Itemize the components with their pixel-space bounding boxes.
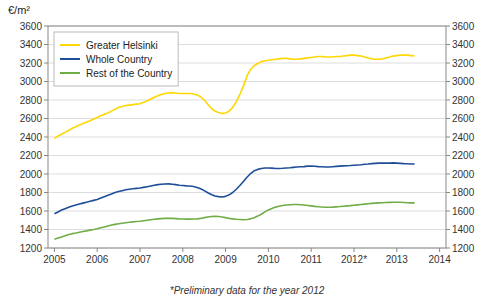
y-tick-label: 2200 <box>20 150 43 161</box>
x-tick <box>353 248 354 252</box>
y-tick-label: 1600 <box>20 206 43 217</box>
x-tick <box>311 248 312 252</box>
footnote: *Preliminary data for the year 2012 <box>170 285 325 296</box>
x-tick <box>54 248 55 252</box>
legend: Greater Helsinki Whole Country Rest of the… <box>54 32 178 86</box>
y-tick-label: 1800 <box>20 187 43 198</box>
y2-tick <box>446 229 450 230</box>
x-tick-label: 2013 <box>386 254 409 265</box>
y-tick-label: 3000 <box>20 76 43 87</box>
series-line <box>54 55 414 138</box>
y2-tick <box>446 118 450 119</box>
y2-tick-label: 2600 <box>452 113 475 124</box>
x-tick <box>225 248 226 252</box>
x-tick-label: 2008 <box>172 254 195 265</box>
legend-label: Whole Country <box>86 54 152 65</box>
x-tick-label: 2005 <box>43 254 66 265</box>
y2-tick-label: 2800 <box>452 95 475 106</box>
y2-tick <box>446 211 450 212</box>
y2-tick-label: 1800 <box>452 187 475 198</box>
y-tick <box>44 63 48 64</box>
y2-tick-label: 3400 <box>452 39 475 50</box>
y2-tick-label: 2000 <box>452 169 475 180</box>
y2-tick <box>446 81 450 82</box>
y-axis: 1200 1400 1600 1800 2000 2200 2400 2600 2800 3000… <box>20 21 48 254</box>
y2-tick <box>446 137 450 138</box>
x-tick-label: 2007 <box>129 254 152 265</box>
series-line <box>54 163 414 214</box>
x-tick-label: 2010 <box>257 254 280 265</box>
y-tick-label: 2800 <box>20 95 43 106</box>
grid-line <box>48 229 446 230</box>
grid-line <box>48 211 446 212</box>
y2-tick-label: 3600 <box>452 21 475 32</box>
y-tick <box>44 118 48 119</box>
y-tick <box>44 44 48 45</box>
legend-label: Rest of the Country <box>86 68 172 79</box>
y-tick-label: 3600 <box>20 21 43 32</box>
y-tick-label: 2000 <box>20 169 43 180</box>
grid-line <box>48 137 446 138</box>
x-axis: 2005 2006 2007 2008 2009 2010 2011 2012* 2013 201… <box>43 248 451 265</box>
y-tick-label: 3400 <box>20 39 43 50</box>
x-tick-label: 2009 <box>214 254 237 265</box>
x-tick-label: 2011 <box>300 254 322 265</box>
y-tick-label: 1200 <box>20 243 43 254</box>
y2-tick-label: 1600 <box>452 206 475 217</box>
y-tick <box>44 26 48 27</box>
y2-tick <box>446 44 450 45</box>
y2-tick <box>446 155 450 156</box>
grid-line <box>48 155 446 156</box>
plot-frame <box>48 26 446 248</box>
y-tick <box>44 248 48 249</box>
grid-line <box>48 174 446 175</box>
x-tick <box>268 248 269 252</box>
y2-tick-label: 2200 <box>452 150 475 161</box>
series-line <box>54 202 414 239</box>
x-tick-label: 2006 <box>86 254 109 265</box>
legend-swatch <box>60 72 80 74</box>
y-tick-label: 2400 <box>20 132 43 143</box>
y-tick <box>44 211 48 212</box>
y-tick <box>44 81 48 82</box>
y2-tick-label: 3000 <box>452 76 475 87</box>
y-tick-label: 1400 <box>20 224 43 235</box>
grid <box>48 26 446 248</box>
y-tick <box>44 192 48 193</box>
legend-swatch <box>60 44 80 46</box>
y2-tick <box>446 26 450 27</box>
y-tick <box>44 229 48 230</box>
legend-label: Greater Helsinki <box>86 40 158 51</box>
x-tick <box>140 248 141 252</box>
grid-line <box>48 100 446 101</box>
y-tick <box>44 155 48 156</box>
x-tick <box>439 248 440 252</box>
x-tick <box>97 248 98 252</box>
x-tick <box>396 248 397 252</box>
y2-tick <box>446 248 450 249</box>
y-tick <box>44 137 48 138</box>
grid-line <box>48 118 446 119</box>
y-tick-label: 3200 <box>20 58 43 69</box>
legend-box <box>54 32 178 86</box>
y2-axis: 1200 1400 1600 1800 2000 2200 2400 2600 2800 3000… <box>446 21 475 254</box>
x-tick-label: 2014 <box>428 254 451 265</box>
y2-tick <box>446 63 450 64</box>
y-tick <box>44 100 48 101</box>
y2-tick-label: 2400 <box>452 132 475 143</box>
y2-tick-label: 1200 <box>452 243 475 254</box>
y2-tick-label: 1400 <box>452 224 475 235</box>
y-tick <box>44 174 48 175</box>
x-tick <box>182 248 183 252</box>
y2-tick-label: 3200 <box>452 58 475 69</box>
y2-tick <box>446 174 450 175</box>
y2-tick <box>446 192 450 193</box>
y2-tick <box>446 100 450 101</box>
y-tick-label: 2600 <box>20 113 43 124</box>
legend-swatch <box>60 58 80 60</box>
x-tick-label: 2012* <box>341 254 367 265</box>
y-axis-label: €/m² <box>8 4 30 16</box>
grid-line <box>48 192 446 193</box>
chart: 2005 2006 2007 2008 2009 2010 2011 2012* 2013 201… <box>0 0 494 304</box>
